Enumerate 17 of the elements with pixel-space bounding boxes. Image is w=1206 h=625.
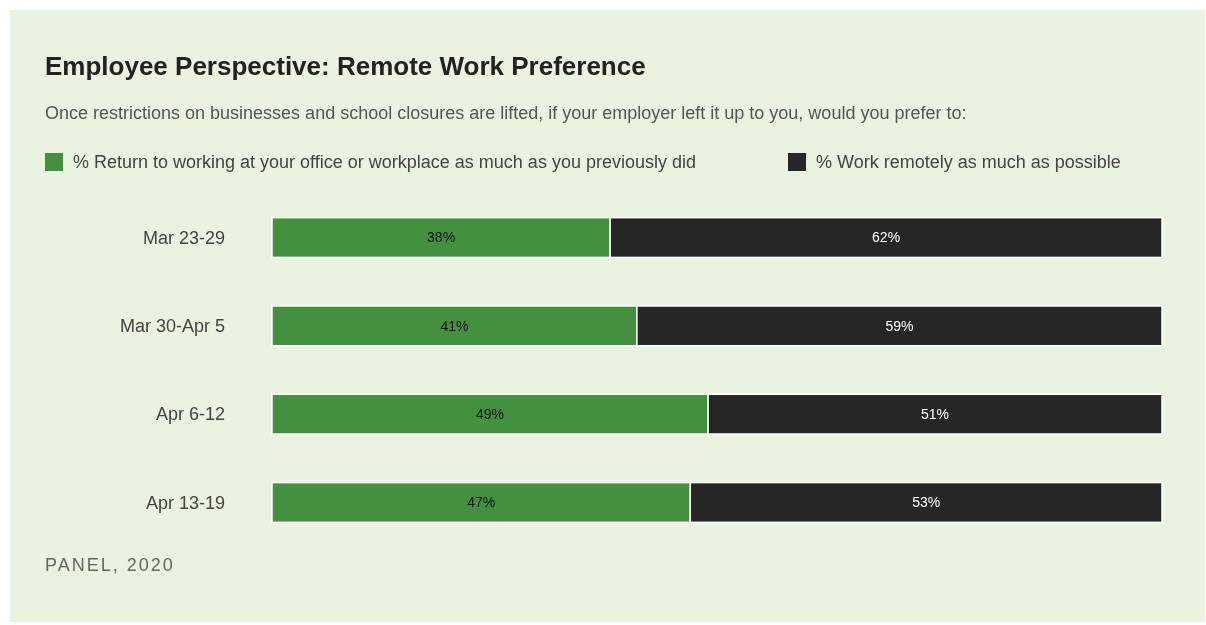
data-label: 53%: [912, 494, 941, 511]
text: PANEL, 2020: [45, 555, 175, 575]
data-label: 62%: [872, 229, 901, 246]
y-tick-label: Mar 30-Apr 5: [119, 316, 225, 337]
y-tick-label: Apr 13-19: [145, 492, 225, 513]
data-label: 49%: [476, 406, 505, 423]
data-label: 41%: [440, 317, 469, 334]
chart-subtitle: Once restrictions on businesses and school closures are lifted, if your employer left it up to you, would you prefer to:: [45, 103, 967, 123]
data-label: 59%: [885, 317, 914, 334]
legend-label: % Work remotely as much as possible: [816, 152, 1121, 173]
y-tick-label: Mar 23-29: [142, 227, 225, 248]
chart-title: Employee Perspective: Remote Work Preference: [45, 51, 646, 81]
data-label: 47%: [467, 494, 496, 511]
data-label: 38%: [427, 229, 456, 246]
data-label: 51%: [921, 406, 950, 423]
y-tick-label: Apr 6-12: [155, 404, 225, 425]
legend-label: % Return to working at your office or workplace as much as you previously did: [73, 152, 696, 173]
